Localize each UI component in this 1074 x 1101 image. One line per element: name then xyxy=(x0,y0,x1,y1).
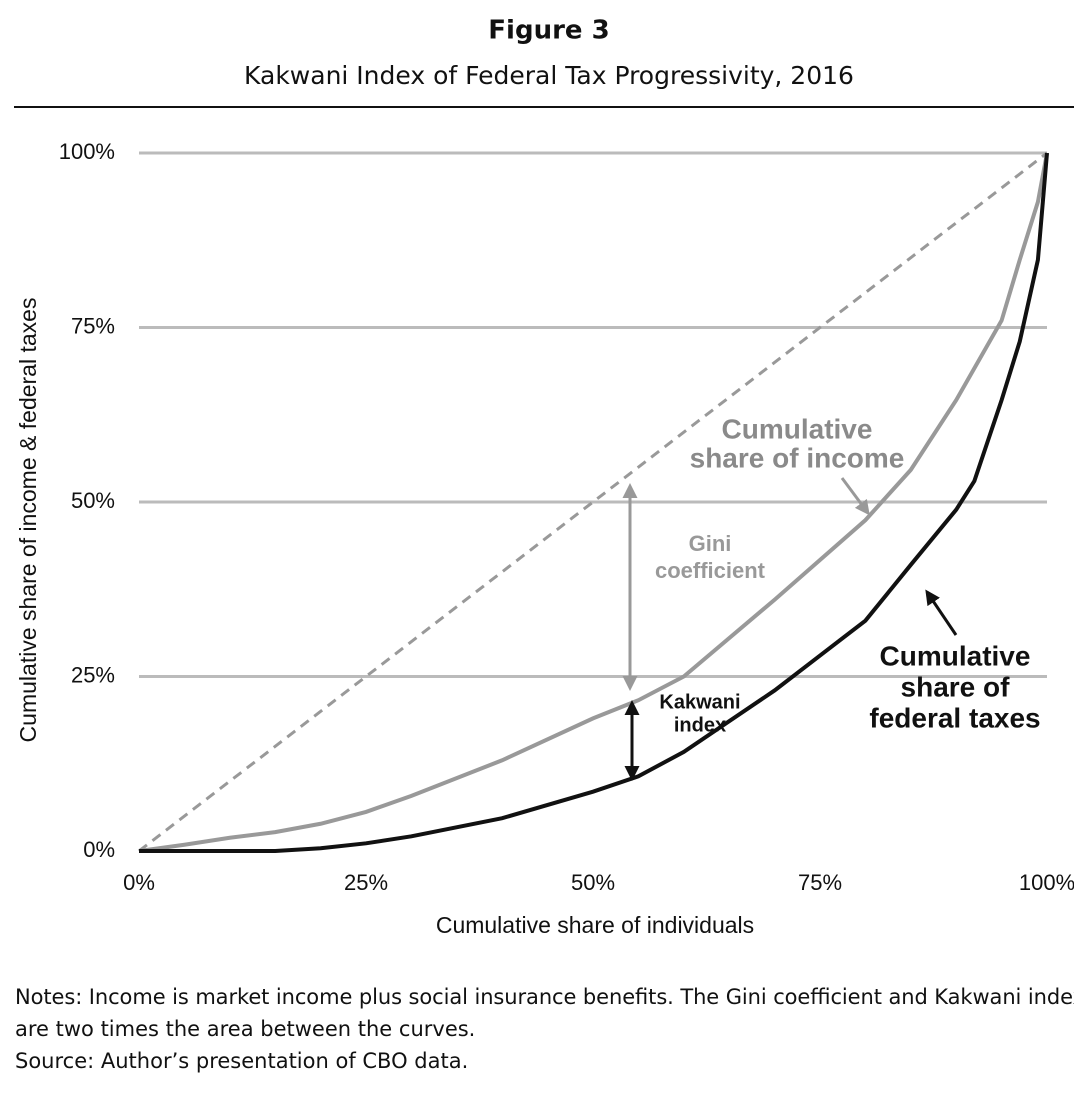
annotation: share of xyxy=(901,671,1011,702)
y-tick-label: 75% xyxy=(71,313,115,338)
series-line xyxy=(138,151,1048,853)
annotation: Kakwani xyxy=(659,691,740,713)
annotation: coefficient xyxy=(655,558,766,583)
x-tick-label: 25% xyxy=(344,870,388,895)
chart-subtitle: Kakwani Index of Federal Tax Progressivi… xyxy=(244,61,854,90)
y-tick-label: 25% xyxy=(71,662,115,687)
taxes-arrow xyxy=(925,589,958,636)
annotation: Gini xyxy=(689,531,732,556)
chart-title: Figure 3 xyxy=(488,16,609,46)
notes: Notes: Income is market income plus soci… xyxy=(15,985,1074,1073)
y-tick-label: 100% xyxy=(59,139,115,164)
annotation: share of income xyxy=(690,442,905,473)
x-tick-label: 0% xyxy=(123,870,155,895)
income-arrow xyxy=(840,477,870,516)
annotation: Cumulative xyxy=(722,413,873,444)
annotation: index xyxy=(674,714,726,736)
x-tick-label: 100% xyxy=(1019,870,1074,895)
y-tick-label: 50% xyxy=(71,488,115,513)
x-tick-label: 75% xyxy=(798,870,842,895)
x-tick-label: 50% xyxy=(571,870,615,895)
note-line: Notes: Income is market income plus soci… xyxy=(15,985,1074,1009)
annotation: Cumulative xyxy=(880,640,1031,671)
note-line: are two times the area between the curve… xyxy=(15,1017,475,1041)
x-axis-title: Cumulative share of individuals xyxy=(436,912,754,938)
y-tick-label: 0% xyxy=(83,837,115,862)
series-line xyxy=(139,152,1049,853)
grid xyxy=(139,151,1047,678)
annotation: federal taxes xyxy=(869,702,1040,733)
source: Source: Author’s presentation of CBO dat… xyxy=(15,1049,468,1073)
y-axis-title: Cumulative share of income & federal tax… xyxy=(15,298,41,743)
